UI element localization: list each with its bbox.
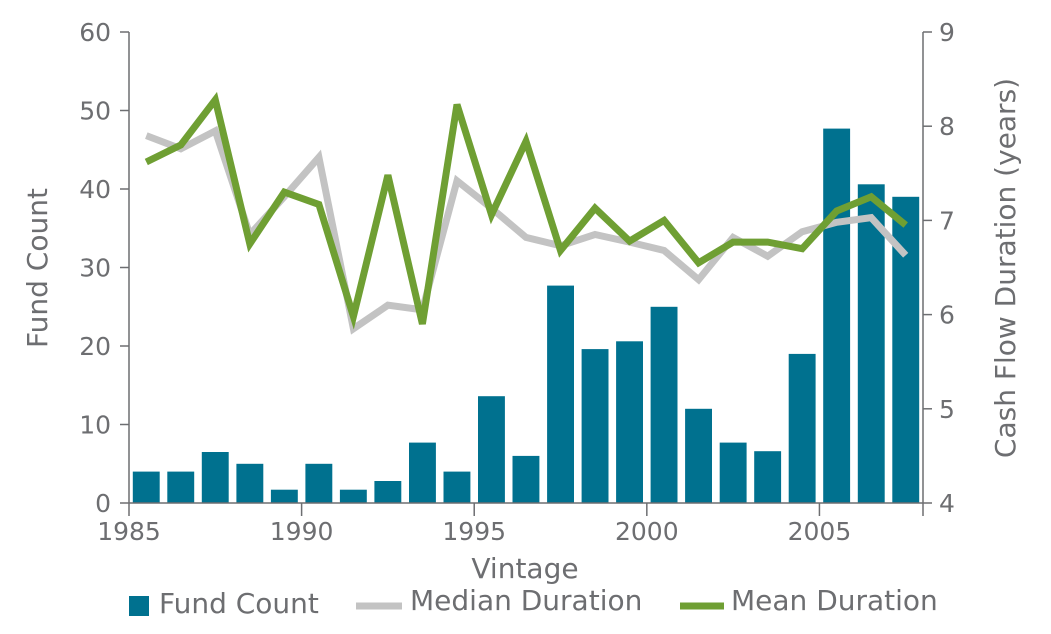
- left-y-tick-label-10: 10: [79, 411, 111, 440]
- bar-fund-count-1998: [581, 349, 609, 503]
- x-tick-label-1985: 1985: [97, 517, 161, 546]
- legend-item-mean-duration: Mean Duration: [680, 584, 938, 617]
- bar-fund-count-1997: [547, 285, 574, 503]
- bar-fund-count-1986: [167, 471, 195, 503]
- bar-fund-count-2003: [754, 451, 782, 503]
- left-y-axis-title: Fund Count: [21, 188, 54, 348]
- bar-fund-count-1988: [236, 463, 264, 504]
- duration-lines: [144, 91, 909, 335]
- x-tick-label-2005: 2005: [788, 517, 852, 546]
- x-axis-title: Vintage: [471, 552, 578, 585]
- legend-label-median-duration: Median Duration: [410, 584, 642, 617]
- right-y-axis-title: Cash Flow Duration (years): [989, 78, 1022, 458]
- legend-label-mean-duration: Mean Duration: [731, 584, 938, 617]
- right-y-tick-label-6: 6: [939, 301, 955, 330]
- bar-fund-count-1989: [270, 489, 298, 503]
- bar-fund-count-1995: [478, 396, 505, 503]
- legend-item-fund-count: Fund Count: [129, 587, 319, 620]
- right-y-tick-label-5: 5: [939, 395, 955, 424]
- legend-swatch-fund-count: [129, 596, 149, 616]
- right-y-tick-label-7: 7: [939, 206, 955, 235]
- bar-fund-count-2004: [788, 353, 816, 503]
- legend: Fund Count Median Duration Mean Duration: [129, 584, 938, 620]
- line-mean-duration: [144, 91, 908, 330]
- legend-label-fund-count: Fund Count: [159, 587, 319, 620]
- legend-item-median-duration: Median Duration: [356, 584, 642, 617]
- bar-fund-count-1992: [374, 481, 402, 503]
- tick-marks-and-labels: 0 10 20 30 40 50 60 4 5 6 7 8 9 1985 1990 1995 2000 2005: [79, 18, 955, 546]
- bar-fund-count-1994: [443, 471, 471, 503]
- x-tick-label-2000: 2000: [615, 517, 679, 546]
- fund-count-bars: [132, 128, 920, 504]
- bar-fund-count-2006: [857, 184, 885, 504]
- bar-fund-count-1996: [512, 455, 540, 503]
- left-y-tick-label-50: 50: [79, 97, 111, 126]
- bar-fund-count-2000: [650, 306, 678, 504]
- bar-fund-count-1991: [339, 489, 367, 503]
- bar-fund-count-2002: [719, 442, 747, 503]
- right-y-tick-label-8: 8: [939, 112, 955, 141]
- bar-fund-count-2005: [823, 128, 851, 503]
- right-y-tick-label-4: 4: [939, 489, 955, 518]
- bar-fund-count-1990: [305, 463, 333, 504]
- x-tick-label-1995: 1995: [442, 517, 506, 546]
- bar-fund-count-1987: [201, 452, 229, 503]
- bar-fund-count-2001: [685, 408, 712, 503]
- left-y-tick-label-30: 30: [79, 254, 111, 283]
- left-y-tick-label-20: 20: [79, 332, 111, 361]
- right-y-tick-label-9: 9: [939, 18, 955, 47]
- x-tick-label-1990: 1990: [270, 517, 334, 546]
- bar-fund-count-1993: [409, 442, 436, 503]
- left-y-tick-label-0: 0: [95, 489, 111, 518]
- left-y-tick-label-40: 40: [79, 175, 111, 204]
- left-y-tick-label-60: 60: [79, 18, 111, 47]
- bar-fund-count-1985: [132, 471, 160, 503]
- bar-fund-count-1999: [616, 341, 643, 503]
